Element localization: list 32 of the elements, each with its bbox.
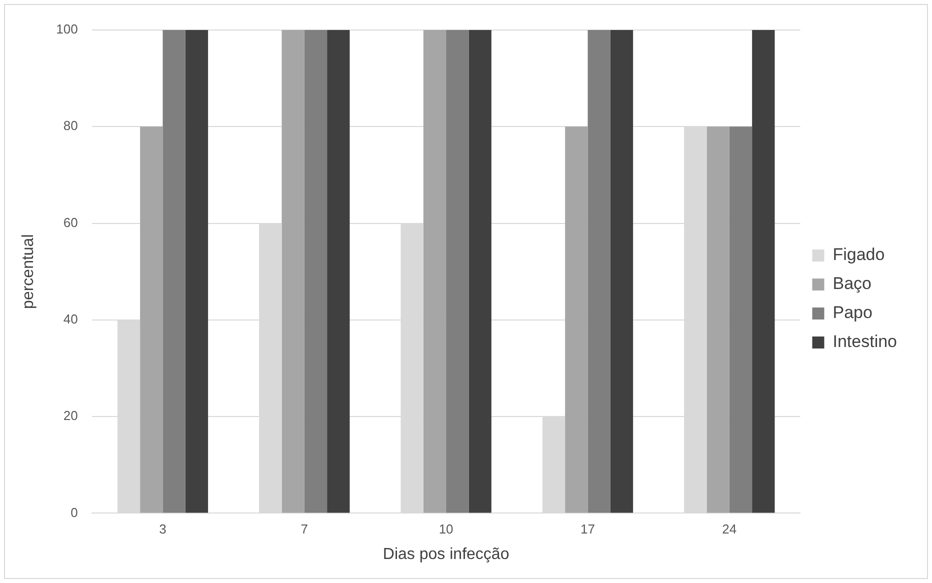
bar: [588, 30, 610, 513]
bar: [752, 30, 775, 513]
y-tick-label: 80: [63, 118, 78, 134]
x-tick-label: 10: [438, 522, 454, 537]
bar: [610, 30, 634, 513]
y-tick-label: 40: [63, 312, 78, 326]
bar: [565, 126, 588, 513]
legend-label: Figado: [832, 245, 885, 264]
bar: [282, 30, 304, 513]
bar: [140, 126, 163, 513]
bar: [706, 126, 730, 513]
x-tick-label: 7: [300, 522, 308, 537]
legend-label: Baço: [832, 274, 872, 294]
bar: [729, 126, 752, 513]
y-tick-label: 60: [63, 214, 78, 230]
x-tick-label: 3: [159, 522, 166, 537]
x-tick-label: 17: [580, 522, 595, 537]
y-tick-label: 100: [56, 22, 78, 37]
legend-label: Intestino: [832, 332, 897, 352]
bar: [446, 30, 469, 513]
x-axis-title: Dias pos infecção: [382, 546, 510, 563]
legend-label: Papo: [832, 303, 872, 322]
y-tick-label: 0: [70, 504, 78, 520]
bar: [327, 30, 350, 513]
bar: [468, 30, 492, 513]
y-tick-label: 20: [63, 408, 78, 424]
bar: [423, 30, 446, 513]
bar: [304, 30, 328, 513]
x-tick-label: 24: [722, 522, 737, 537]
y-axis-title: percentual: [20, 234, 38, 309]
bar: [162, 30, 186, 513]
bar: [185, 30, 208, 513]
